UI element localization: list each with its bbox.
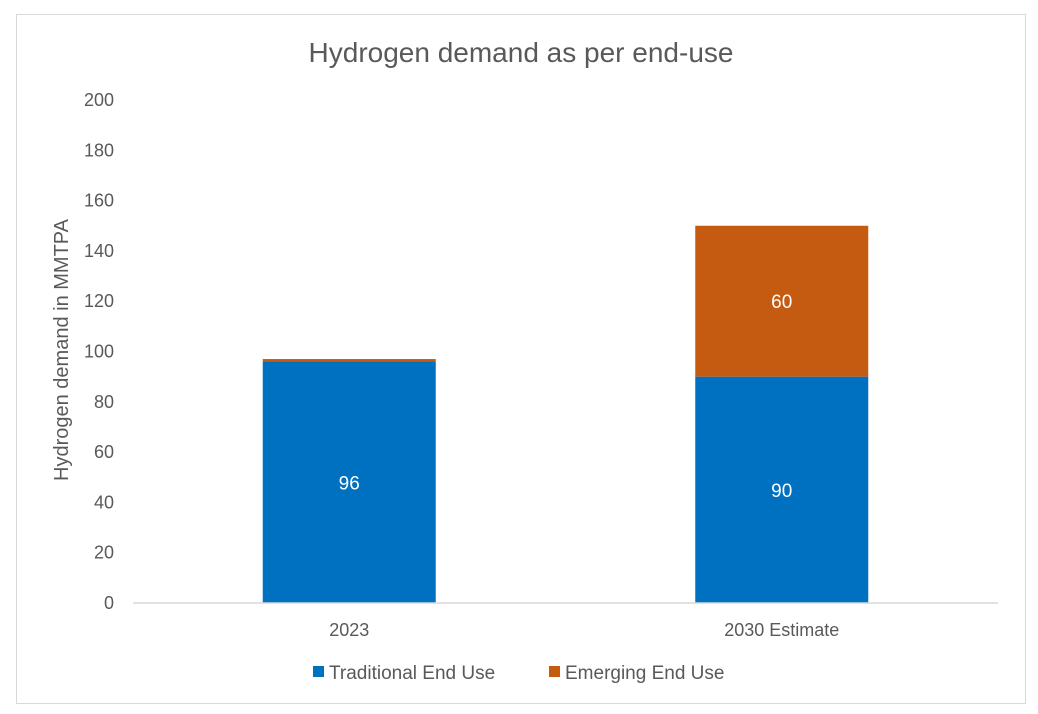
y-tick-label: 120 [84,291,114,311]
legend-swatch [313,666,324,677]
y-axis-ticks: 0 20 40 60 80 100 120 140 160 180 200 [84,90,114,613]
y-tick-label: 180 [84,140,114,160]
legend-label: Traditional End Use [329,663,495,684]
data-label: 60 [771,292,792,313]
x-tick-label: 2023 [329,620,369,640]
y-tick-label: 40 [94,492,114,512]
bars-group: 96 90 60 [262,225,869,603]
legend-label: Emerging End Use [565,663,724,684]
legend: Traditional End Use Emerging End Use [313,663,724,684]
y-tick-label: 0 [104,593,114,613]
bar-segment [695,376,869,603]
data-label: 90 [771,481,792,502]
data-label: 96 [339,473,360,494]
y-tick-label: 200 [84,90,114,110]
y-tick-label: 100 [84,342,114,362]
legend-swatch [549,666,560,677]
y-tick-label: 160 [84,191,114,211]
y-tick-label: 80 [94,392,114,412]
y-axis-title: Hydrogen demand in MMTPA [51,218,73,481]
x-axis-ticks: 2023 2030 Estimate [329,620,839,640]
y-tick-label: 140 [84,241,114,261]
y-tick-label: 60 [94,442,114,462]
chart-title: Hydrogen demand as per end-use [309,37,734,68]
y-tick-label: 20 [94,543,114,563]
x-tick-label: 2030 Estimate [724,620,839,640]
bar-segment [695,225,869,377]
bar-segment [262,359,436,362]
bar-segment [262,361,436,603]
